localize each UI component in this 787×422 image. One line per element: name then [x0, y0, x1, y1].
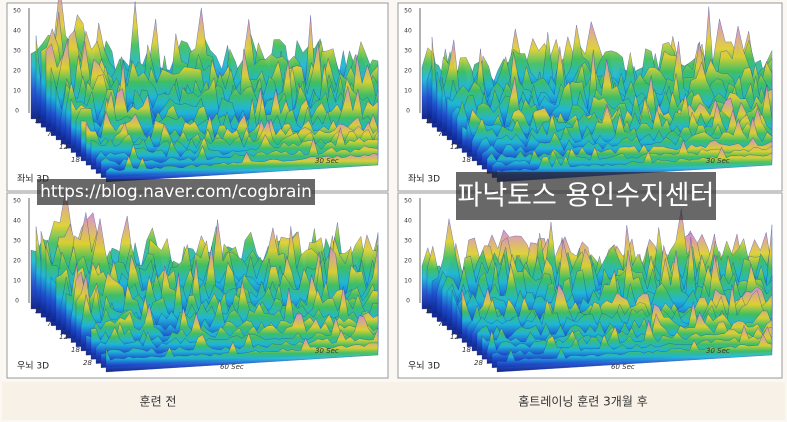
- y-tick-label: 40: [13, 218, 21, 225]
- y-tick-label: 10: [404, 88, 412, 95]
- depth-tick-label: 18: [71, 156, 80, 164]
- y-tick-label: 0: [15, 298, 19, 305]
- depth-tick-label: 18: [71, 346, 80, 354]
- y-tick-label: 10: [404, 278, 412, 285]
- y-tick-label: 10: [13, 88, 21, 95]
- time-tick-label: 30 Sec: [315, 347, 339, 355]
- y-tick-label: 50: [404, 8, 412, 15]
- y-tick-label: 50: [13, 8, 21, 15]
- watermark-center: 파낙토스 용인수지센터: [458, 181, 715, 212]
- surface-ridge: [496, 333, 773, 373]
- depth-tick-label: 12: [59, 143, 68, 151]
- depth-tick-label: 12: [450, 333, 459, 341]
- y-tick-label: 50: [404, 198, 412, 205]
- y-tick-label: 40: [404, 218, 412, 225]
- depth-tick-label: 28: [474, 359, 483, 367]
- y-tick-label: 20: [13, 68, 21, 75]
- y-tick-label: 40: [404, 28, 412, 35]
- y-tick-label: 20: [13, 258, 21, 265]
- caption: 훈련 전: [140, 395, 177, 409]
- y-tick-label: 50: [13, 198, 21, 205]
- y-tick-label: 10: [13, 278, 21, 285]
- y-tick-label: 0: [15, 108, 19, 115]
- y-tick-label: 20: [404, 258, 412, 265]
- depth-tick-label: 3: [426, 307, 430, 315]
- surface-ridge: [105, 151, 379, 183]
- panel-label: 우뇌 3D: [17, 361, 49, 372]
- watermark-box: [37, 179, 315, 205]
- time-tick-label: 30 Sec: [706, 157, 730, 165]
- time-tick-label: 60 Sec: [220, 363, 244, 371]
- surface-ridge: [105, 337, 379, 373]
- depth-tick-label: 12: [450, 143, 459, 151]
- depth-tick-label: 7: [438, 130, 443, 138]
- y-tick-label: 30: [404, 238, 412, 245]
- depth-tick-label: 7: [47, 320, 52, 328]
- time-tick-label: 30 Sec: [706, 347, 730, 355]
- depth-tick-label: 18: [462, 346, 471, 354]
- depth-tick-label: 7: [438, 320, 443, 328]
- caption: 홈트레이닝 훈련 3개월 후: [518, 395, 647, 409]
- panel-label: 좌뇌 3D: [408, 174, 440, 185]
- y-tick-label: 30: [13, 48, 21, 55]
- watermark-box: [456, 172, 716, 220]
- y-tick-label: 40: [13, 28, 21, 35]
- y-tick-label: 0: [406, 298, 410, 305]
- depth-tick-label: 3: [426, 117, 430, 125]
- y-tick-label: 30: [13, 238, 21, 245]
- panel-label: 우뇌 3D: [408, 361, 440, 372]
- time-tick-label: 30 Sec: [315, 157, 339, 165]
- depth-tick-label: 28: [83, 359, 92, 367]
- y-tick-label: 20: [404, 68, 412, 75]
- depth-tick-label: 7: [47, 130, 52, 138]
- depth-tick-label: 3: [35, 307, 39, 315]
- depth-tick-label: 3: [35, 117, 39, 125]
- depth-tick-label: 12: [59, 333, 68, 341]
- y-tick-label: 30: [404, 48, 412, 55]
- y-tick-label: 0: [406, 108, 410, 115]
- watermark-url: https://blog.naver.com/cogbrain: [40, 182, 312, 202]
- time-tick-label: 60 Sec: [611, 363, 635, 371]
- depth-tick-label: 18: [462, 156, 471, 164]
- caption-strip: [2, 382, 785, 420]
- panel-label: 좌뇌 3D: [17, 174, 49, 185]
